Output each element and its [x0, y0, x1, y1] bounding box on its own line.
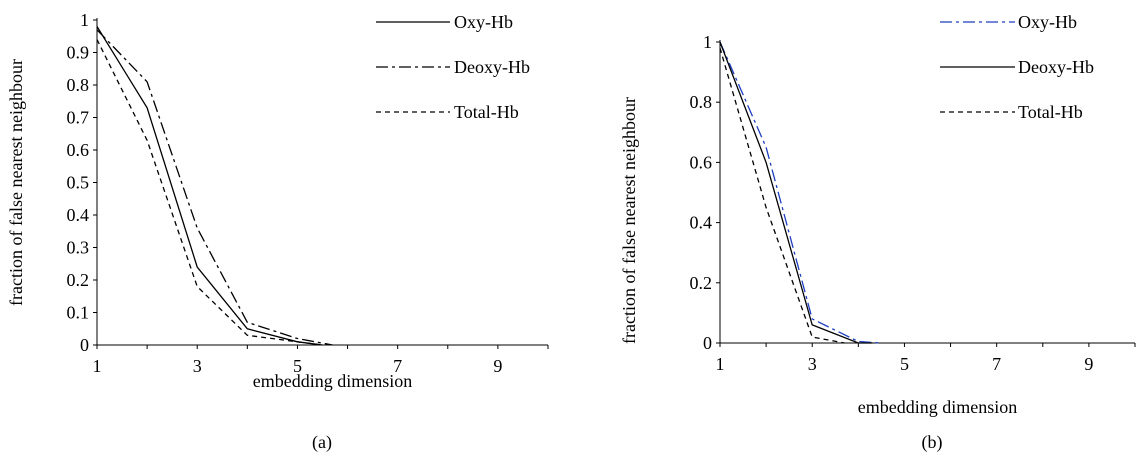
x-axis-title: embedding dimension — [858, 397, 1017, 417]
x-tick-label: 9 — [1084, 354, 1093, 374]
x-tick-label: 7 — [393, 356, 402, 376]
y-tick-label: 0.2 — [67, 270, 90, 290]
series-line-deoxy-hb — [719, 41, 873, 344]
chart-panel-1: 0 0.1 0.2 0.3 0.4 0.5 0.6 0.7 0.8 0.9 1 1 3 5 7 9 embedd… — [6, 10, 549, 453]
legend-label-total-hb: Total-Hb — [1018, 102, 1083, 122]
y-tick-label: 0.7 — [67, 108, 90, 128]
y-tick-label: 1 — [703, 32, 712, 52]
x-tick-label: 5 — [900, 354, 909, 374]
x-tick-label: 3 — [808, 354, 817, 374]
legend-label-deoxy-hb: Deoxy-Hb — [1018, 57, 1094, 77]
y-tick-label: 0 — [80, 335, 89, 355]
x-tick-label: 9 — [493, 356, 502, 376]
y-tick-label: 0.2 — [690, 273, 713, 293]
panel-caption: (a) — [312, 432, 332, 453]
series-line-oxy-hb — [96, 26, 323, 346]
y-axis-title: fraction of false nearest neighbour — [619, 97, 639, 344]
y-tick-label: 0.6 — [690, 152, 713, 172]
y-tick-label: 0.6 — [67, 140, 90, 160]
chart-panel-2: 0 0.2 0.4 0.6 0.8 1 1 3 5 7 9 embedding dimension fr… — [619, 12, 1136, 453]
x-tick-label: 5 — [293, 356, 302, 376]
y-axis-title: fraction of false nearest neighbour — [6, 59, 26, 306]
series-line-total-hb — [96, 39, 323, 346]
x-tick-label: 1 — [93, 356, 102, 376]
y-tick-label: 1 — [80, 10, 89, 30]
legend-label-total-hb: Total-Hb — [454, 102, 519, 122]
y-tick-label: 0.9 — [67, 43, 90, 63]
y-tick-label: 0 — [703, 333, 712, 353]
y-tick-label: 0.1 — [67, 303, 90, 323]
y-tick-label: 0.8 — [67, 75, 90, 95]
y-tick-label: 0.4 — [690, 213, 713, 233]
x-tick-label: 1 — [716, 354, 725, 374]
y-tick-label: 0.3 — [67, 238, 90, 258]
y-tick-label: 0.5 — [67, 173, 90, 193]
x-axis-title: embedding dimension — [253, 371, 412, 391]
y-tick-label: 0.8 — [690, 92, 713, 112]
y-tick-label: 0.4 — [67, 205, 90, 225]
series-line-total-hb — [719, 47, 845, 344]
x-tick-label: 3 — [193, 356, 202, 376]
panel-caption: (b) — [922, 432, 943, 453]
legend-label-oxy-hb: Oxy-Hb — [454, 12, 513, 32]
legend-label-deoxy-hb: Deoxy-Hb — [454, 57, 530, 77]
x-tick-label: 7 — [992, 354, 1001, 374]
series-line-oxy-hb — [719, 41, 882, 344]
series-line-deoxy-hb — [96, 29, 333, 346]
legend-label-oxy-hb: Oxy-Hb — [1018, 12, 1077, 32]
